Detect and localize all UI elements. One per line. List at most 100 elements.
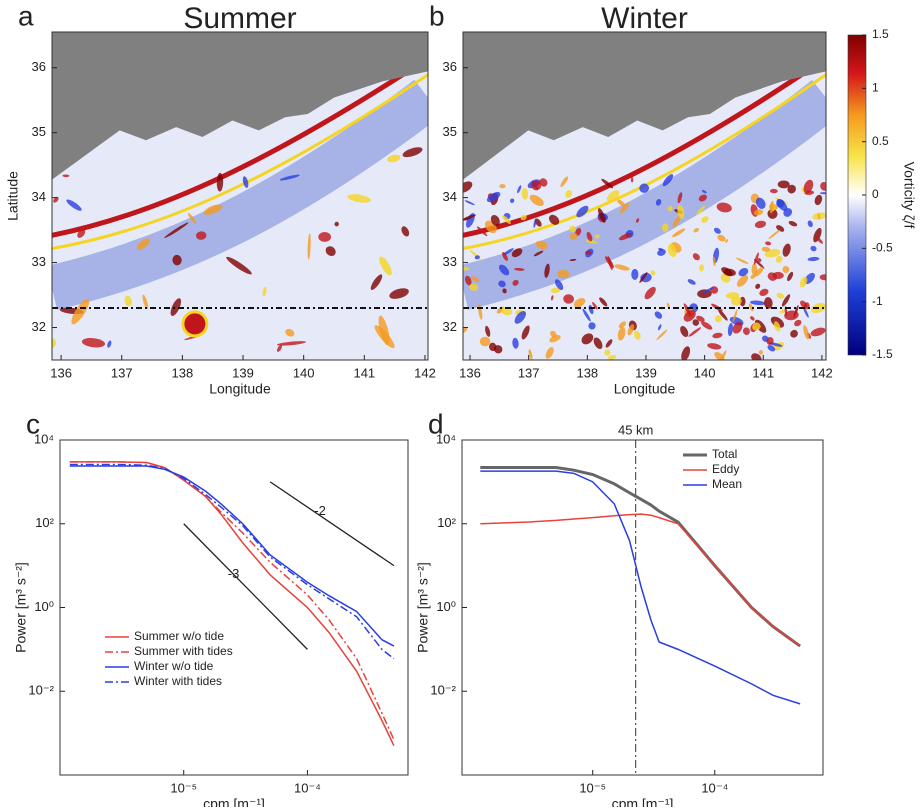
eddy: [528, 349, 533, 360]
x-tick-label: 137: [518, 365, 540, 380]
eddy: [557, 269, 570, 279]
eddy: [766, 336, 774, 345]
panel-title: Summer: [183, 2, 296, 35]
eddy: [677, 204, 685, 219]
eddy: [500, 307, 513, 316]
current-edge: [52, 73, 428, 250]
eddy: [124, 295, 132, 307]
eddy: [514, 267, 525, 271]
eddy: [520, 214, 527, 221]
eddy: [639, 272, 648, 283]
x-tick-label: 141: [752, 365, 774, 380]
eddy: [529, 194, 544, 207]
eddy: [534, 218, 542, 227]
eddy: [510, 198, 515, 203]
eddy: [164, 222, 189, 239]
eddy: [498, 280, 506, 288]
legend-label: Winter with tides: [134, 674, 222, 688]
y-tick-label: 33: [443, 254, 457, 269]
eddy: [701, 216, 709, 223]
eddy: [575, 227, 582, 236]
eddy: [776, 199, 788, 212]
series-line: [480, 466, 801, 648]
eddy: [680, 326, 689, 337]
y-tick-label: 10⁻²: [28, 683, 54, 698]
eddy: [53, 196, 59, 203]
eddy: [216, 172, 224, 192]
y-tick-label: 10⁰: [34, 599, 54, 614]
x-tick-label: 10⁻⁴: [701, 780, 728, 795]
eddy: [479, 336, 491, 347]
eddy: [765, 241, 772, 246]
eddy: [604, 349, 611, 356]
x-tick-label: 142: [414, 365, 436, 380]
eddy: [617, 199, 625, 207]
eddy: [776, 225, 785, 232]
eddy: [347, 194, 371, 203]
colorbar-tick-label: 0.5: [872, 134, 889, 148]
y-axis-label: Power [m³ s⁻²]: [13, 562, 29, 653]
eddy: [136, 238, 150, 250]
eddy: [582, 308, 591, 322]
eddy: [753, 209, 764, 216]
eddy: [387, 154, 401, 163]
eddy: [775, 255, 783, 263]
eddy: [318, 231, 332, 242]
eddy: [464, 200, 475, 206]
eddy: [803, 325, 810, 340]
plot-frame: [59, 439, 409, 776]
eddy: [634, 330, 641, 341]
eddy: [736, 257, 749, 265]
colorbar-tick-label: 1: [872, 81, 879, 95]
y-tick-label: 10⁰: [436, 599, 456, 614]
eddy: [370, 274, 383, 291]
eddy: [142, 294, 149, 310]
eddy: [712, 332, 723, 339]
eddy: [81, 337, 106, 348]
eddy: [285, 328, 295, 337]
eddy: [490, 214, 500, 226]
eddy: [617, 327, 626, 341]
eddy: [701, 287, 714, 295]
eddy: [581, 333, 594, 345]
eddy: [614, 264, 630, 271]
eddy: [672, 228, 686, 238]
current-edge: [463, 73, 826, 250]
eddy: [565, 190, 572, 198]
eddy: [598, 208, 606, 223]
eddy: [736, 275, 749, 287]
eddy: [560, 176, 569, 187]
eddy: [732, 321, 743, 334]
eddy: [498, 264, 510, 276]
eddy: [754, 220, 767, 229]
eddy: [640, 273, 652, 283]
eddy: [276, 341, 307, 346]
eddy: [667, 206, 673, 212]
y-tick-label: 35: [443, 124, 457, 139]
y-axis-label: Latitude: [5, 171, 21, 221]
eddy: [550, 287, 561, 293]
x-tick-label: 139: [232, 365, 254, 380]
eddy: [755, 283, 761, 289]
legend-label: Eddy: [712, 462, 739, 476]
eddy: [512, 337, 519, 349]
eddy: [752, 322, 761, 331]
eddy: [619, 202, 630, 214]
eddy: [242, 176, 249, 188]
eddy: [334, 221, 339, 227]
eddy: [718, 309, 728, 321]
eddy: [812, 212, 826, 220]
x-tick-label: 137: [111, 365, 133, 380]
eddy: [693, 228, 700, 233]
eddy: [800, 300, 808, 309]
eddy: [713, 227, 721, 234]
eddy: [499, 184, 506, 189]
x-tick-label: 140: [694, 365, 716, 380]
panel-title: Winter: [601, 2, 688, 35]
eddy: [563, 294, 575, 304]
legend-label: Winter w/o tide: [134, 659, 214, 673]
eddy: [592, 301, 598, 310]
eddy: [757, 258, 762, 263]
eddy: [569, 225, 577, 233]
eddy: [502, 288, 507, 294]
